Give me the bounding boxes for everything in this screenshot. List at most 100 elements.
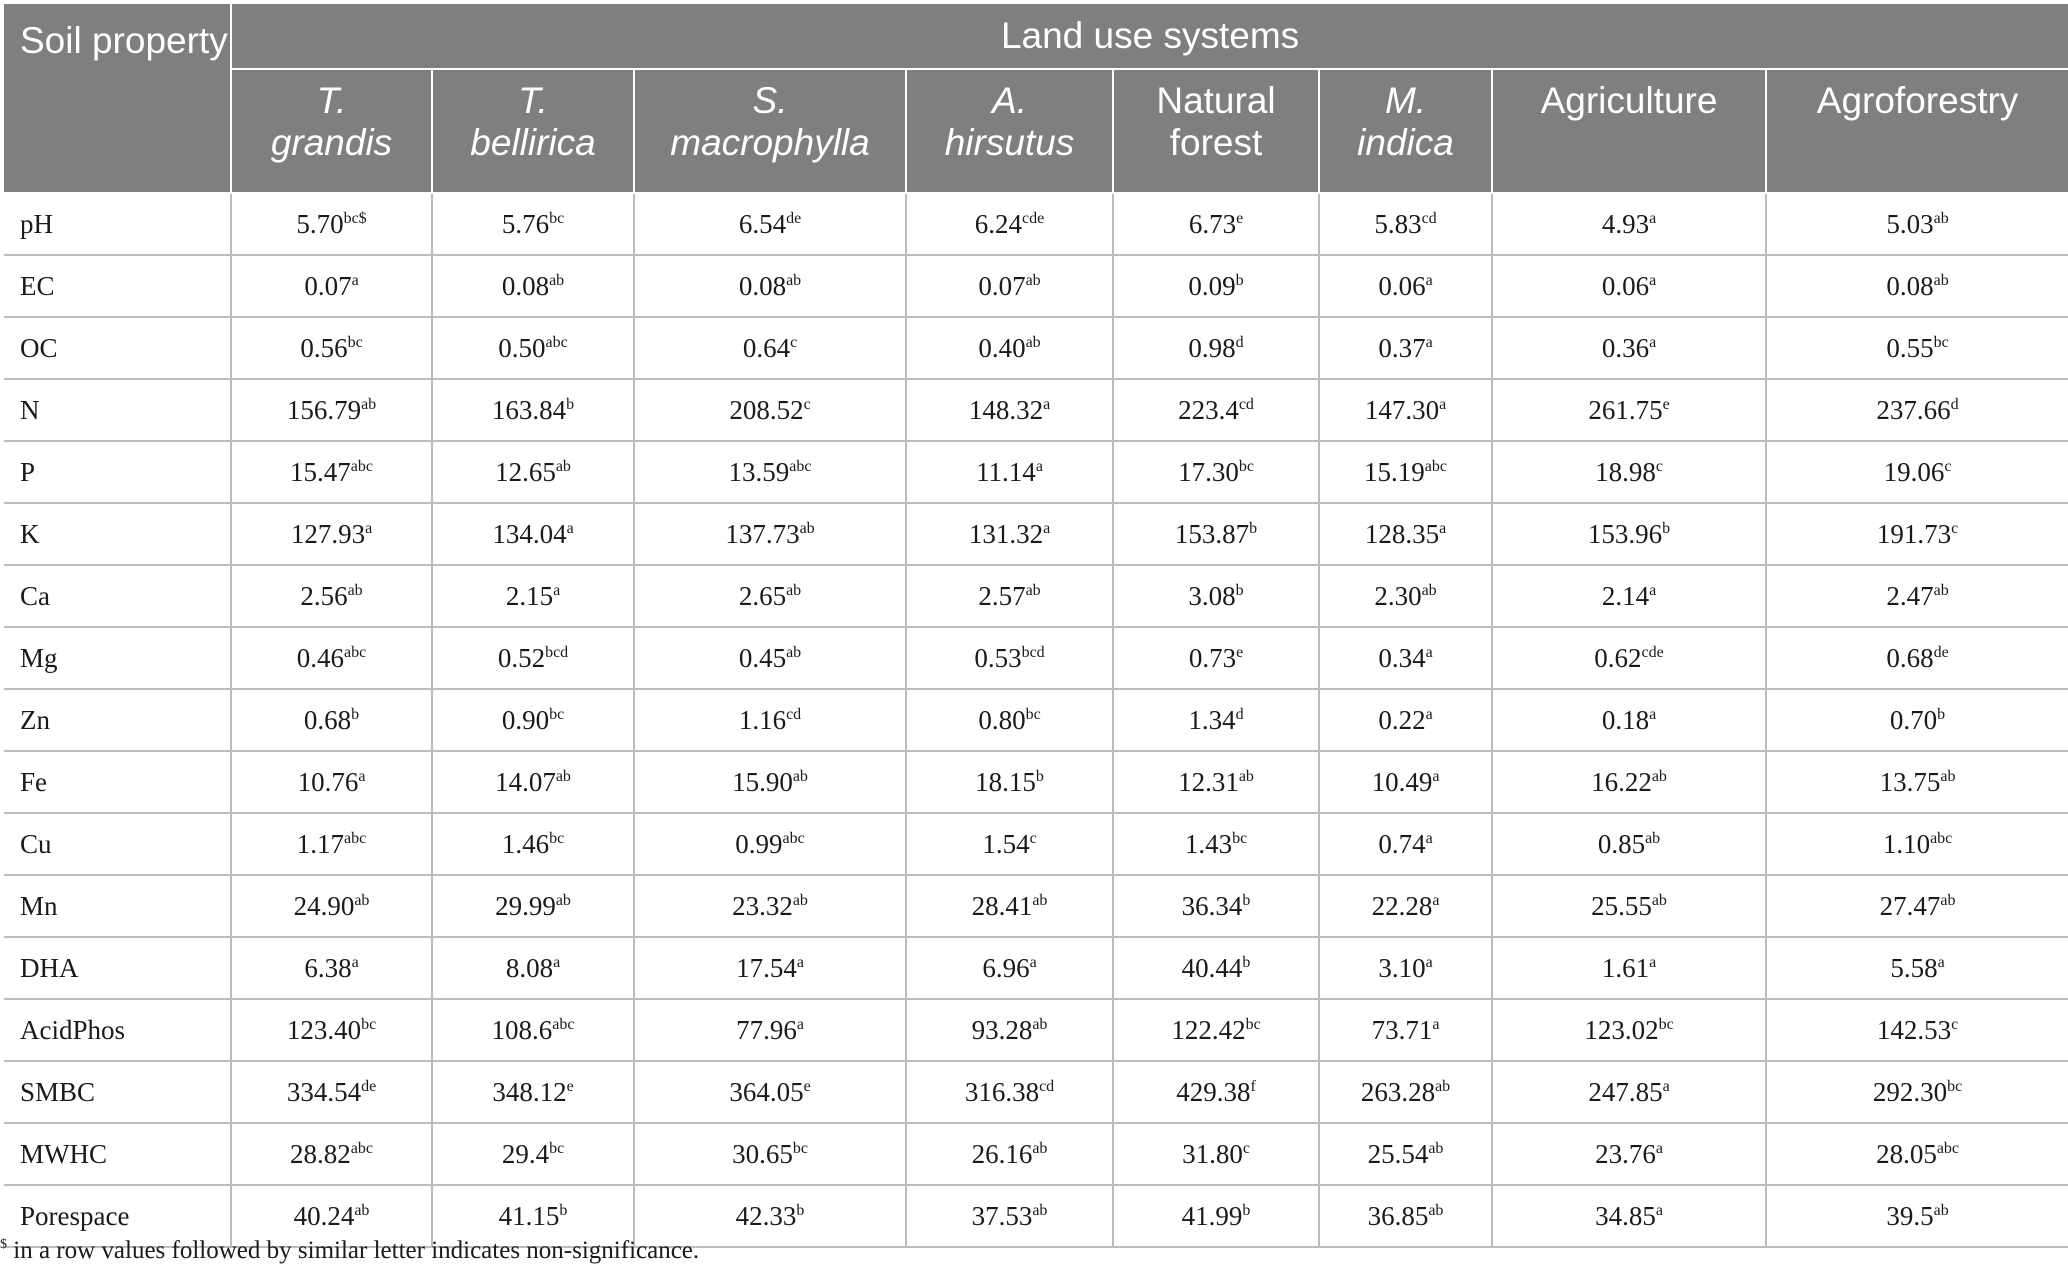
significance-letters: ab xyxy=(1032,1201,1048,1219)
cell-value: 0.85 xyxy=(1597,828,1646,859)
table-cell: 1.16cd xyxy=(633,688,907,752)
significance-letters: a xyxy=(796,1015,804,1033)
significance-letters: ab xyxy=(1428,1139,1444,1157)
cell-value: 27.47 xyxy=(1879,890,1941,921)
cell-value: 17.30 xyxy=(1178,456,1239,487)
table-row: AcidPhos 123.40bc 108.6abc 77.96a 93.28ab 122… xyxy=(4,998,2068,1062)
row-label: OC xyxy=(4,316,232,380)
significance-letters: de xyxy=(1933,643,1949,661)
significance-letters: a xyxy=(1432,891,1440,909)
footnote-text: in a row values followed by similar lett… xyxy=(7,1237,700,1264)
significance-letters: a xyxy=(1649,271,1657,289)
column-header: T. grandis xyxy=(231,69,433,194)
cell-value: 1.16 xyxy=(738,704,787,735)
table-cell: 31.80c xyxy=(1112,1122,1320,1186)
significance-letters: ab xyxy=(361,395,377,413)
cell-value: 153.87 xyxy=(1174,518,1250,549)
significance-letters: abc xyxy=(350,1139,373,1157)
table-cell: 10.49a xyxy=(1318,750,1493,814)
table-cell: 0.36a xyxy=(1491,316,1767,380)
significance-letters: b xyxy=(566,395,575,413)
cell-value: 18.15 xyxy=(975,766,1036,797)
cell-value: 31.80 xyxy=(1182,1138,1243,1169)
table-cell: 5.03ab xyxy=(1764,192,2068,256)
column-header-line2: forest xyxy=(1169,122,1263,163)
significance-letters: bc xyxy=(1658,1015,1674,1033)
table-cell: 0.06a xyxy=(1318,254,1493,318)
row-label: Mn xyxy=(4,874,232,938)
significance-letters: a xyxy=(1425,333,1433,351)
cell-value: 24.90 xyxy=(293,890,355,921)
table-cell: 0.62cde xyxy=(1491,626,1767,690)
table-cell: 2.56ab xyxy=(230,564,433,628)
significance-letters: a xyxy=(1043,395,1051,413)
table-cell: 27.47ab xyxy=(1764,874,2068,938)
cell-value: 0.45 xyxy=(738,642,787,673)
cell-value: 29.99 xyxy=(495,890,556,921)
column-header: S. macrophylla xyxy=(634,69,907,194)
cell-value: 0.06 xyxy=(1601,270,1650,301)
cell-value: 2.65 xyxy=(738,580,787,611)
significance-letters: e xyxy=(1236,643,1244,661)
cell-value: 23.76 xyxy=(1595,1138,1656,1169)
soil-property-table: Soil property Land use systems T. grandis… xyxy=(4,4,2068,1248)
cell-value: 42.33 xyxy=(735,1200,797,1231)
table-cell: 0.07a xyxy=(230,254,433,318)
significance-letters: c xyxy=(1029,829,1037,847)
cell-value: 13.59 xyxy=(728,456,790,487)
cell-value: 5.76 xyxy=(501,208,550,239)
cell-value: 16.22 xyxy=(1591,766,1652,797)
significance-letters: ab xyxy=(1421,581,1437,599)
cell-value: 28.41 xyxy=(971,890,1033,921)
cell-value: 148.32 xyxy=(968,394,1044,425)
cell-value: 247.85 xyxy=(1588,1076,1663,1107)
table-cell: 29.4bc xyxy=(431,1122,635,1186)
table-cell: 334.54de xyxy=(230,1060,433,1124)
significance-letters: ab xyxy=(1933,209,1949,227)
significance-letters: ab xyxy=(1025,581,1041,599)
cell-value: 0.08 xyxy=(1886,270,1934,301)
cell-value: 0.70 xyxy=(1889,704,1938,735)
significance-letters: b xyxy=(1035,767,1044,785)
table-cell: 429.38f xyxy=(1112,1060,1320,1124)
significance-letters: e xyxy=(1236,209,1244,227)
table-cell: 2.14a xyxy=(1491,564,1767,628)
cell-value: 2.56 xyxy=(300,580,348,611)
cell-value: 10.76 xyxy=(297,766,359,797)
table-row: DHA 6.38a 8.08a 17.54a 6.96a 40.44b 3.10a 1.61a… xyxy=(4,936,2068,1000)
table-cell: 10.76a xyxy=(230,750,433,814)
table-cell: 0.53bcd xyxy=(905,626,1114,690)
cell-value: 1.34 xyxy=(1188,704,1236,735)
table-cell: 0.22a xyxy=(1318,688,1493,752)
table-cell: 28.82abc xyxy=(230,1122,433,1186)
cell-value: 131.32 xyxy=(968,518,1044,549)
significance-letters: a xyxy=(553,953,561,971)
cell-value: 0.68 xyxy=(303,704,352,735)
significance-letters: a xyxy=(1655,1139,1663,1157)
significance-letters: de xyxy=(361,1077,377,1095)
table-cell: 261.75e xyxy=(1491,378,1767,442)
table-cell: 5.83cd xyxy=(1318,192,1493,256)
significance-letters: b xyxy=(1662,519,1671,537)
table-cell: 0.40ab xyxy=(905,316,1114,380)
table-cell: 131.32a xyxy=(905,502,1114,566)
row-label: SMBC xyxy=(4,1060,232,1124)
cell-value: 28.82 xyxy=(290,1138,351,1169)
cell-value: 0.98 xyxy=(1188,332,1236,363)
significance-letters: ab xyxy=(1933,581,1949,599)
cell-value: 127.93 xyxy=(290,518,366,549)
table-cell: 134.04a xyxy=(431,502,635,566)
row-label: Porespace xyxy=(4,1184,232,1248)
significance-letters: e xyxy=(803,1077,811,1095)
significance-letters: ab xyxy=(792,767,808,785)
significance-letters: bc xyxy=(549,705,565,723)
table-row: Porespace 40.24ab 41.15b 42.33b 37.53ab 41.99… xyxy=(4,1184,2068,1248)
significance-letters: a xyxy=(1649,209,1657,227)
significance-letters: bc xyxy=(1245,1015,1261,1033)
significance-letters: b xyxy=(1249,519,1258,537)
cell-value: 12.31 xyxy=(1178,766,1239,797)
cell-value: 0.18 xyxy=(1601,704,1650,735)
significance-letters: abc xyxy=(1930,829,1953,847)
significance-letters: ab xyxy=(549,271,565,289)
cell-value: 39.5 xyxy=(1886,1200,1934,1231)
